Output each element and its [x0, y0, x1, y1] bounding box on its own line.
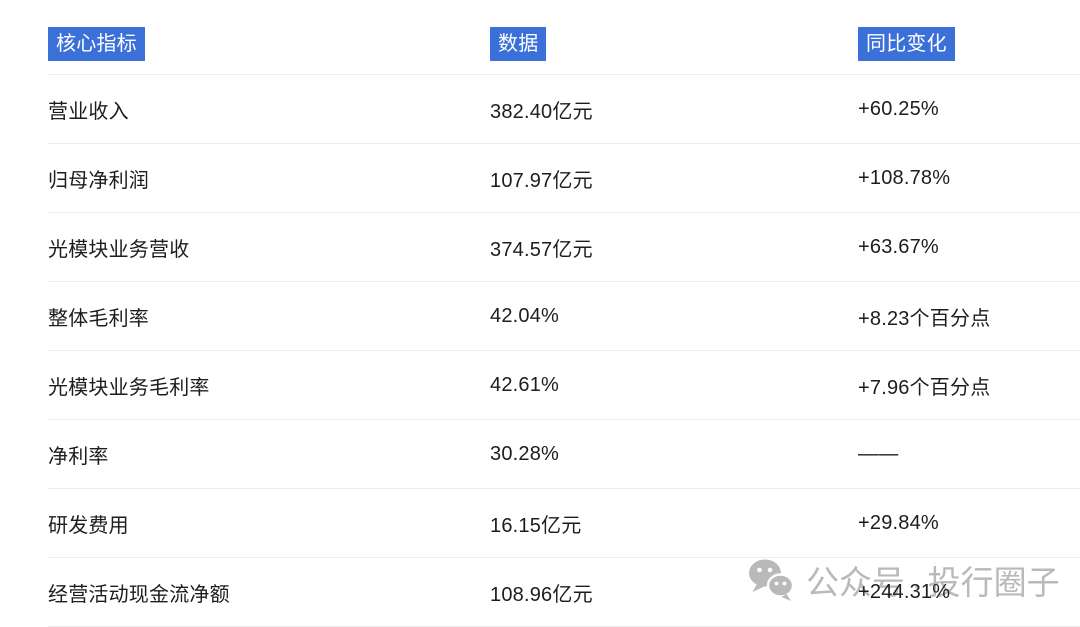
value-cell: 42.61%	[490, 373, 560, 396]
change-cell: ——	[858, 442, 899, 465]
table-row: 归母净利润 107.97亿元 +108.78%	[48, 144, 1080, 213]
value-cell: 42.04%	[490, 304, 560, 327]
header-cell-indicator: 核心指标	[48, 27, 490, 61]
watermark-text-right: 投行圈子	[927, 564, 1060, 601]
indicator-cell: 光模块业务毛利率	[48, 376, 210, 399]
change-cell: +108.78%	[858, 166, 951, 189]
header-label-value: 数据	[490, 27, 547, 61]
table-row: 研发费用 16.15亿元 +29.84%	[48, 489, 1080, 558]
change-cell: +63.67%	[858, 235, 939, 258]
header-label-indicator: 核心指标	[48, 27, 145, 61]
header-label-change: 同比变化	[858, 27, 955, 61]
change-cell: +7.96个百分点	[858, 376, 991, 399]
watermark-separator: ·	[913, 575, 920, 598]
indicator-cell: 归母净利润	[48, 169, 149, 192]
table-header-row: 核心指标 数据 同比变化	[48, 24, 1080, 75]
table-row: 光模块业务营收 374.57亿元 +63.67%	[48, 213, 1080, 282]
value-cell: 30.28%	[490, 442, 560, 465]
watermark-text-left: 公众号	[806, 564, 905, 601]
value-cell: 382.40亿元	[490, 100, 593, 123]
indicator-cell: 净利率	[48, 445, 109, 468]
indicator-cell: 整体毛利率	[48, 307, 149, 330]
wechat-icon	[749, 559, 794, 601]
change-cell: +244.31%	[858, 580, 951, 603]
value-cell: 108.96亿元	[490, 583, 593, 606]
change-cell: +29.84%	[858, 511, 939, 534]
table-row: 营业收入 382.40亿元 +60.25%	[48, 75, 1080, 144]
watermark: 公众号 · 投行圈子	[748, 556, 1060, 604]
change-cell: +8.23个百分点	[858, 307, 991, 330]
table-row: 整体毛利率 42.04% +8.23个百分点	[48, 282, 1080, 351]
financial-table: 核心指标 数据 同比变化 营业收入 382.40亿元 +60.25% 归母净利润…	[0, 24, 1080, 627]
value-cell: 374.57亿元	[490, 238, 593, 261]
header-cell-value: 数据	[490, 27, 858, 61]
table-row: 光模块业务毛利率 42.61% +7.96个百分点	[48, 351, 1080, 420]
value-cell: 16.15亿元	[490, 514, 582, 537]
table-row: 经营活动现金流净额 108.96亿元 +244.31%	[48, 558, 1080, 627]
indicator-cell: 经营活动现金流净额	[48, 583, 230, 606]
change-cell: +60.25%	[858, 97, 939, 120]
header-cell-change: 同比变化	[858, 27, 1080, 61]
table-body: 营业收入 382.40亿元 +60.25% 归母净利润 107.97亿元 +10…	[0, 75, 1080, 627]
indicator-cell: 营业收入	[48, 100, 129, 123]
table-row: 净利率 30.28% ——	[48, 420, 1080, 489]
indicator-cell: 光模块业务营收	[48, 238, 190, 261]
value-cell: 107.97亿元	[490, 169, 593, 192]
indicator-cell: 研发费用	[48, 514, 129, 537]
